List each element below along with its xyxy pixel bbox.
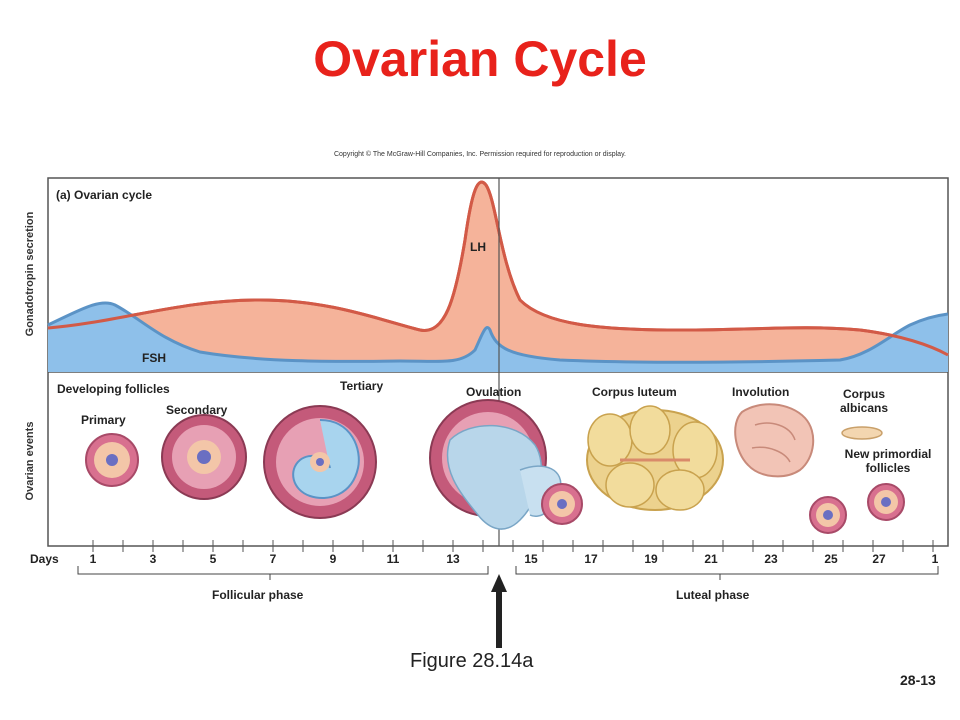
new-primordial-follicles-label: New primordial follicles bbox=[844, 447, 932, 475]
days-label: Days bbox=[30, 552, 59, 566]
fsh-label: FSH bbox=[142, 351, 166, 365]
day-label: 17 bbox=[584, 552, 598, 566]
ovulating-follicle-illustration bbox=[429, 399, 583, 530]
involution-label: Involution bbox=[732, 385, 790, 399]
follicular-bracket bbox=[77, 566, 489, 575]
slide-title: Ovarian Cycle bbox=[313, 31, 647, 87]
panel-label: (a) Ovarian cycle bbox=[56, 188, 153, 202]
primary-label: Primary bbox=[81, 413, 126, 427]
corpus-luteum-label: Corpus luteum bbox=[592, 385, 677, 399]
day-label: 7 bbox=[269, 552, 277, 566]
secondary-label: Secondary bbox=[166, 403, 228, 417]
day-label: 27 bbox=[872, 552, 886, 566]
day-label: 1 bbox=[931, 552, 939, 566]
y-label-gonadotropin: Gonadotropin secretion bbox=[24, 211, 36, 337]
day-label: 19 bbox=[644, 552, 658, 566]
ovulation-arrow bbox=[491, 574, 507, 648]
follicular-phase-label: Follicular phase bbox=[212, 588, 304, 602]
day-label: 23 bbox=[764, 552, 778, 566]
day-label: 3 bbox=[149, 552, 157, 566]
day-label: 21 bbox=[704, 552, 718, 566]
fsh-curve bbox=[48, 302, 948, 372]
new-primordial-follicles-illustration bbox=[809, 483, 905, 534]
copyright-notice: Copyright © The McGraw-Hill Companies, I… bbox=[333, 151, 626, 158]
day-label: 25 bbox=[824, 552, 838, 566]
tertiary-follicle-illustration bbox=[263, 405, 377, 519]
day-ticks bbox=[48, 540, 948, 552]
tertiary-label: Tertiary bbox=[340, 379, 384, 393]
corpus-albicans-illustration bbox=[841, 426, 883, 440]
figure-caption: Figure 28.14a bbox=[410, 650, 534, 672]
primary-follicle-illustration bbox=[85, 433, 139, 487]
ovulation-label: Ovulation bbox=[466, 385, 522, 399]
corpus-luteum-illustration bbox=[586, 405, 724, 511]
lh-label: LH bbox=[470, 240, 486, 254]
day-label: 15 bbox=[524, 552, 538, 566]
luteal-phase-label: Luteal phase bbox=[676, 588, 750, 602]
day-label: 13 bbox=[446, 552, 460, 566]
secondary-follicle-illustration bbox=[161, 414, 247, 500]
involution-illustration bbox=[734, 403, 815, 478]
day-label: 1 bbox=[89, 552, 97, 566]
lh-curve bbox=[48, 182, 948, 372]
developing-follicles-label: Developing follicles bbox=[57, 382, 170, 396]
day-label: 11 bbox=[386, 552, 400, 566]
lh-curve-line-top bbox=[47, 180, 949, 357]
day-label: 9 bbox=[329, 552, 337, 566]
y-label-ovarian-events: Ovarian events bbox=[24, 421, 36, 501]
luteal-bracket bbox=[515, 566, 939, 575]
corpus-albicans-label: Corpus albicans bbox=[839, 387, 889, 415]
day-label: 5 bbox=[209, 552, 217, 566]
fsh-curve-line bbox=[47, 301, 949, 364]
page-number: 28-13 bbox=[900, 672, 936, 688]
